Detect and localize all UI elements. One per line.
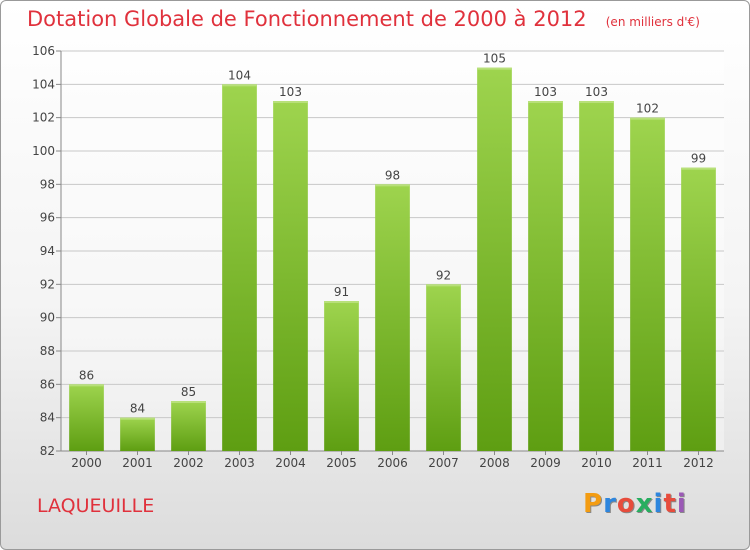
bar-top-highlight <box>69 384 104 387</box>
y-tick-label: 88 <box>40 344 55 358</box>
x-tick-label: 2007 <box>428 456 459 470</box>
bar-value-label: 104 <box>228 68 251 82</box>
chart-unit: (en milliers d'€) <box>605 15 700 29</box>
bar <box>69 384 104 451</box>
bar-top-highlight <box>681 167 716 170</box>
bar-top-highlight <box>426 284 461 287</box>
bar-top-highlight <box>579 101 614 103</box>
bar-top-highlight <box>630 117 665 120</box>
y-tick-label: 90 <box>40 311 55 325</box>
bar-value-label: 103 <box>534 85 557 99</box>
bar-top-highlight <box>528 101 563 103</box>
logo-letter: r <box>603 489 617 519</box>
logo-letter: t <box>663 489 677 519</box>
bar-value-label: 105 <box>483 52 506 66</box>
y-tick-label: 94 <box>40 244 55 258</box>
bar-top-highlight <box>324 301 359 303</box>
logo-letter: o <box>616 489 636 519</box>
bar-value-label: 103 <box>585 85 608 99</box>
bar <box>477 67 512 452</box>
bar-top-highlight <box>375 184 410 187</box>
bar-top-highlight <box>222 84 257 87</box>
chart-title: Dotation Globale de Fonctionnement de 20… <box>27 7 587 31</box>
bar-value-label: 103 <box>279 85 302 99</box>
bar-top-highlight <box>171 401 206 403</box>
y-tick-label: 104 <box>32 77 55 91</box>
y-tick-label: 84 <box>40 411 55 425</box>
bar <box>375 184 410 452</box>
bar <box>120 417 155 451</box>
y-tick-label: 96 <box>40 211 55 225</box>
logo-letter: i <box>653 489 664 519</box>
bar-value-label: 91 <box>334 285 349 299</box>
bar-top-highlight <box>477 67 512 70</box>
bar-value-label: 98 <box>385 168 400 182</box>
x-tick-label: 2001 <box>122 456 153 470</box>
y-tick-label: 92 <box>40 277 55 291</box>
bar <box>681 167 716 451</box>
bar-value-label: 85 <box>181 385 196 399</box>
x-tick-label: 2008 <box>479 456 510 470</box>
bar <box>324 301 359 451</box>
bar <box>528 101 563 451</box>
logo-letter: P <box>583 489 604 519</box>
bar-value-label: 92 <box>436 268 451 282</box>
bar-value-label: 86 <box>79 368 94 382</box>
bar-value-label: 102 <box>636 102 659 116</box>
x-tick-label: 2000 <box>71 456 102 470</box>
bar <box>630 117 665 452</box>
bar-value-label: 84 <box>130 402 145 416</box>
x-tick-label: 2010 <box>581 456 612 470</box>
logo-letter: i <box>676 489 687 519</box>
bar <box>222 84 257 451</box>
logo-letter: x <box>635 489 654 519</box>
x-tick-label: 2012 <box>683 456 714 470</box>
y-tick-label: 82 <box>40 444 55 458</box>
x-tick-label: 2009 <box>530 456 561 470</box>
y-tick-label: 102 <box>32 111 55 125</box>
title-row: Dotation Globale de Fonctionnement de 20… <box>27 7 700 31</box>
y-tick-label: 100 <box>32 144 55 158</box>
bar-top-highlight <box>120 417 155 420</box>
bar <box>273 101 308 451</box>
proxiti-logo[interactable]: Proxiti <box>583 489 687 519</box>
bar <box>579 101 614 451</box>
bar <box>171 401 206 451</box>
bar-top-highlight <box>273 101 308 103</box>
bar-value-label: 99 <box>691 152 706 166</box>
bar <box>426 284 461 451</box>
x-tick-label: 2005 <box>326 456 357 470</box>
x-tick-label: 2004 <box>275 456 306 470</box>
y-tick-label: 106 <box>32 44 55 58</box>
y-tick-label: 98 <box>40 177 55 191</box>
x-tick-label: 2002 <box>173 456 204 470</box>
x-tick-label: 2003 <box>224 456 255 470</box>
x-tick-label: 2006 <box>377 456 408 470</box>
commune-name: LAQUEUILLE <box>37 495 155 517</box>
x-tick-label: 2011 <box>632 456 663 470</box>
y-tick-label: 86 <box>40 377 55 391</box>
